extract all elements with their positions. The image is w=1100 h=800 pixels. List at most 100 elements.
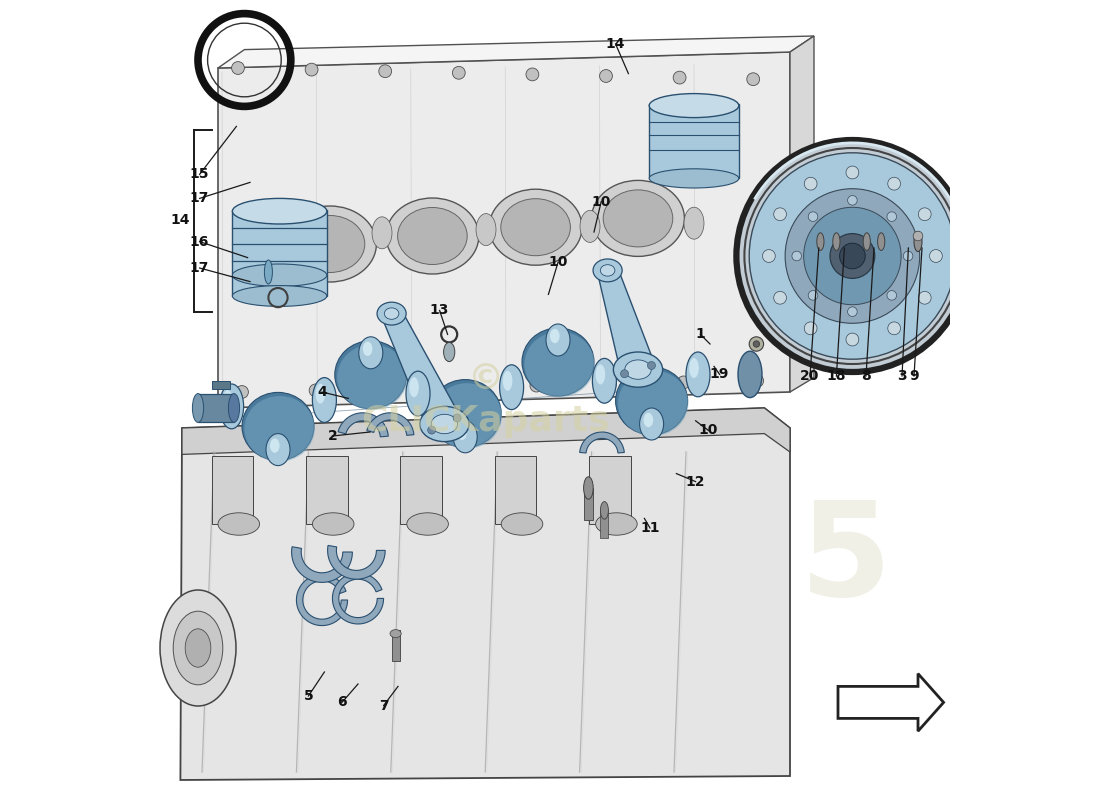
Circle shape: [235, 386, 249, 398]
Circle shape: [918, 208, 931, 221]
Circle shape: [830, 234, 874, 278]
Ellipse shape: [185, 629, 211, 667]
Ellipse shape: [499, 365, 524, 410]
Text: 13: 13: [430, 303, 449, 318]
Circle shape: [804, 322, 817, 334]
Circle shape: [678, 376, 690, 389]
Circle shape: [887, 290, 896, 300]
Polygon shape: [838, 674, 944, 731]
Ellipse shape: [502, 513, 542, 535]
Ellipse shape: [359, 337, 383, 369]
Polygon shape: [382, 309, 460, 431]
Ellipse shape: [584, 477, 593, 499]
Text: 15: 15: [190, 167, 209, 182]
Circle shape: [428, 426, 436, 434]
Text: 4: 4: [317, 385, 327, 399]
Ellipse shape: [244, 396, 315, 462]
Circle shape: [918, 291, 931, 304]
Ellipse shape: [218, 513, 260, 535]
Ellipse shape: [864, 233, 870, 250]
Ellipse shape: [690, 358, 698, 378]
Ellipse shape: [649, 94, 739, 118]
Ellipse shape: [270, 438, 279, 453]
Ellipse shape: [878, 233, 884, 250]
Ellipse shape: [295, 215, 365, 273]
Ellipse shape: [363, 342, 373, 356]
Ellipse shape: [242, 393, 314, 461]
Text: 19: 19: [710, 367, 729, 382]
Text: 2: 2: [328, 429, 338, 443]
Ellipse shape: [334, 341, 407, 409]
Circle shape: [453, 414, 461, 422]
Circle shape: [309, 384, 322, 397]
Ellipse shape: [407, 513, 449, 535]
Circle shape: [888, 322, 901, 334]
Ellipse shape: [312, 378, 337, 422]
Ellipse shape: [500, 198, 571, 256]
Text: ©
CLICKaparts: © CLICKaparts: [362, 362, 611, 438]
Bar: [212, 381, 230, 389]
Circle shape: [378, 65, 392, 78]
Ellipse shape: [593, 358, 616, 403]
Polygon shape: [232, 210, 327, 296]
Circle shape: [930, 250, 943, 262]
Circle shape: [887, 212, 896, 222]
Text: 8: 8: [861, 369, 871, 383]
Ellipse shape: [316, 384, 326, 403]
Text: 7: 7: [378, 698, 388, 713]
Polygon shape: [218, 36, 814, 68]
Ellipse shape: [431, 414, 458, 434]
Polygon shape: [366, 413, 414, 435]
Circle shape: [808, 212, 817, 222]
Circle shape: [620, 370, 628, 378]
Ellipse shape: [160, 590, 236, 706]
Ellipse shape: [192, 394, 204, 422]
Polygon shape: [182, 408, 790, 454]
Polygon shape: [649, 104, 739, 178]
Text: 5: 5: [800, 497, 892, 623]
Ellipse shape: [443, 342, 454, 362]
Circle shape: [754, 341, 760, 347]
Text: 10: 10: [698, 423, 718, 438]
Ellipse shape: [595, 513, 637, 535]
Circle shape: [648, 362, 656, 370]
Text: 16: 16: [190, 234, 209, 249]
Ellipse shape: [601, 265, 615, 276]
Circle shape: [762, 250, 776, 262]
Circle shape: [903, 251, 913, 261]
Ellipse shape: [384, 308, 399, 319]
Bar: [392, 630, 399, 661]
Ellipse shape: [223, 390, 232, 410]
Ellipse shape: [603, 190, 673, 247]
Ellipse shape: [229, 394, 240, 422]
Ellipse shape: [525, 331, 595, 398]
Circle shape: [600, 70, 613, 82]
Text: 11: 11: [640, 521, 660, 535]
Circle shape: [749, 153, 956, 359]
Ellipse shape: [817, 233, 824, 250]
Circle shape: [848, 307, 857, 317]
Ellipse shape: [738, 351, 762, 398]
Text: 6: 6: [338, 695, 346, 710]
Ellipse shape: [522, 328, 594, 396]
Ellipse shape: [266, 434, 290, 466]
Ellipse shape: [264, 260, 273, 284]
Polygon shape: [332, 573, 384, 624]
Ellipse shape: [458, 426, 466, 440]
Polygon shape: [218, 52, 790, 408]
Text: 14: 14: [606, 37, 625, 51]
Ellipse shape: [593, 259, 623, 282]
Ellipse shape: [546, 324, 570, 356]
Ellipse shape: [420, 406, 469, 442]
Circle shape: [747, 73, 760, 86]
Circle shape: [846, 333, 859, 346]
Polygon shape: [790, 36, 814, 392]
Text: 5: 5: [304, 689, 313, 703]
Circle shape: [804, 207, 901, 305]
Text: 20: 20: [801, 369, 820, 383]
Circle shape: [530, 379, 542, 392]
Ellipse shape: [833, 233, 840, 250]
Polygon shape: [597, 267, 654, 374]
Bar: [198, 394, 234, 422]
Ellipse shape: [490, 190, 582, 266]
